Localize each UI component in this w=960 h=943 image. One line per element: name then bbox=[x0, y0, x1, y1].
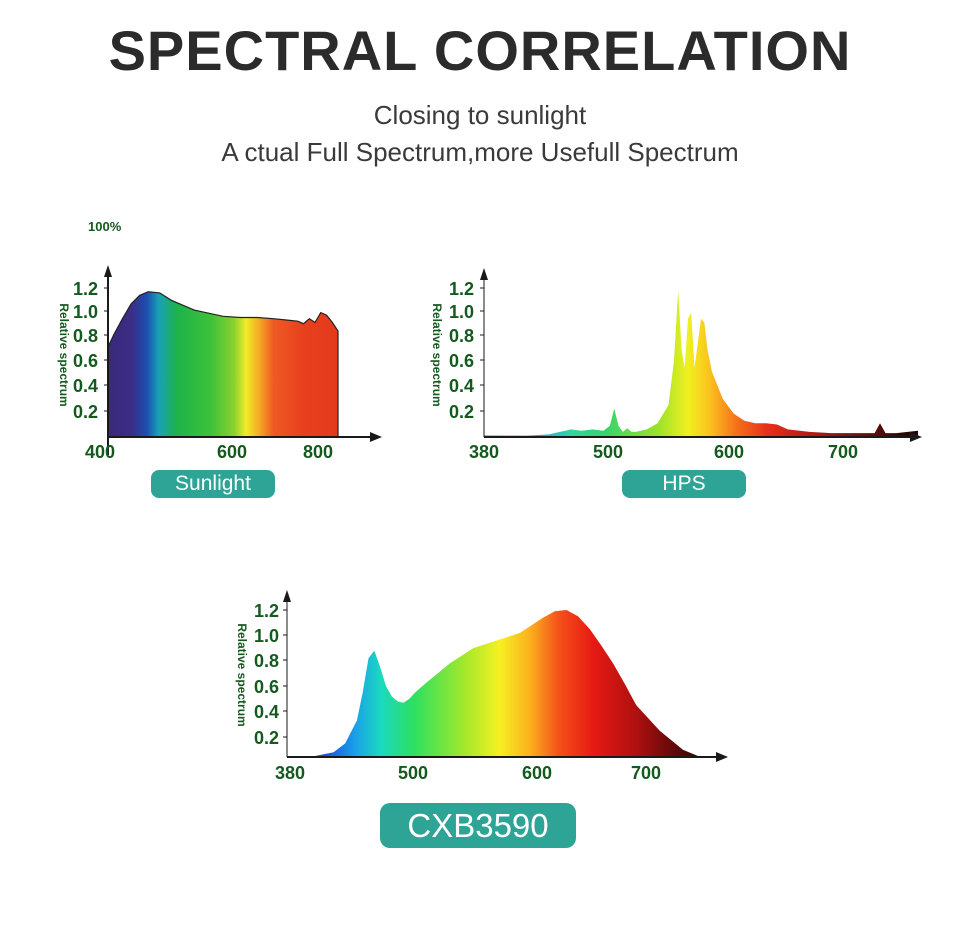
y-axis-arrow bbox=[283, 590, 291, 602]
spectrum-area-hps bbox=[484, 290, 918, 437]
y-tick-label: 0.2 bbox=[254, 728, 279, 748]
y-tick-label: 0.4 bbox=[73, 376, 98, 396]
subtitle-line-2: A ctual Full Spectrum,more Usefull Spect… bbox=[221, 137, 739, 167]
y-tick-label: 0.4 bbox=[254, 702, 279, 722]
x-axis-arrow bbox=[716, 752, 728, 762]
y-tick-label: 0.4 bbox=[449, 376, 474, 396]
y-axis-title: Relative spectrum bbox=[235, 623, 249, 726]
y-tick-label: 0.8 bbox=[73, 326, 98, 346]
y-axis-arrow bbox=[480, 268, 488, 280]
y-tick-label: 0.2 bbox=[449, 402, 474, 422]
x-tick-label: 600 bbox=[522, 763, 552, 783]
y-tick-label: 0.6 bbox=[73, 351, 98, 371]
y-axis-title: Relative spectrum bbox=[430, 303, 444, 406]
x-tick-label: 600 bbox=[714, 442, 744, 462]
y-axis-title: Relative spectrum bbox=[57, 303, 71, 406]
x-tick-label: 500 bbox=[398, 763, 428, 783]
x-tick-label: 600 bbox=[217, 442, 247, 462]
x-tick-label: 380 bbox=[469, 442, 499, 462]
hps-badge: HPS bbox=[622, 470, 746, 498]
y-tick-label: 0.6 bbox=[449, 351, 474, 371]
y-tick-label: 1.0 bbox=[254, 626, 279, 646]
x-tick-label: 500 bbox=[593, 442, 623, 462]
x-axis-arrow bbox=[370, 432, 382, 442]
percent-label: 100% bbox=[88, 219, 122, 234]
y-tick-label: 1.0 bbox=[73, 302, 98, 322]
x-axis-arrow bbox=[910, 432, 922, 442]
y-tick-label: 0.2 bbox=[73, 402, 98, 422]
subtitle-line-1: Closing to sunlight bbox=[373, 100, 587, 130]
y-axis-arrow bbox=[104, 265, 112, 277]
y-tick-label: 1.2 bbox=[449, 279, 474, 299]
spectrum-area-sunlight bbox=[107, 291, 339, 438]
page-title: SPECTRAL CORRELATION bbox=[108, 19, 852, 82]
x-tick-label: 700 bbox=[828, 442, 858, 462]
cxb3590-badge: CXB3590 bbox=[380, 803, 576, 848]
y-tick-label: 0.6 bbox=[254, 677, 279, 697]
x-tick-label: 400 bbox=[85, 442, 115, 462]
sunlight-badge: Sunlight bbox=[151, 470, 275, 498]
y-tick-label: 0.8 bbox=[254, 651, 279, 671]
y-tick-label: 1.2 bbox=[73, 279, 98, 299]
y-tick-label: 0.8 bbox=[449, 326, 474, 346]
x-tick-label: 800 bbox=[303, 442, 333, 462]
y-tick-label: 1.2 bbox=[254, 601, 279, 621]
spectrum-area-cxb3590 bbox=[287, 610, 707, 757]
x-tick-label: 380 bbox=[275, 763, 305, 783]
y-tick-label: 1.0 bbox=[449, 302, 474, 322]
x-tick-label: 700 bbox=[631, 763, 661, 783]
